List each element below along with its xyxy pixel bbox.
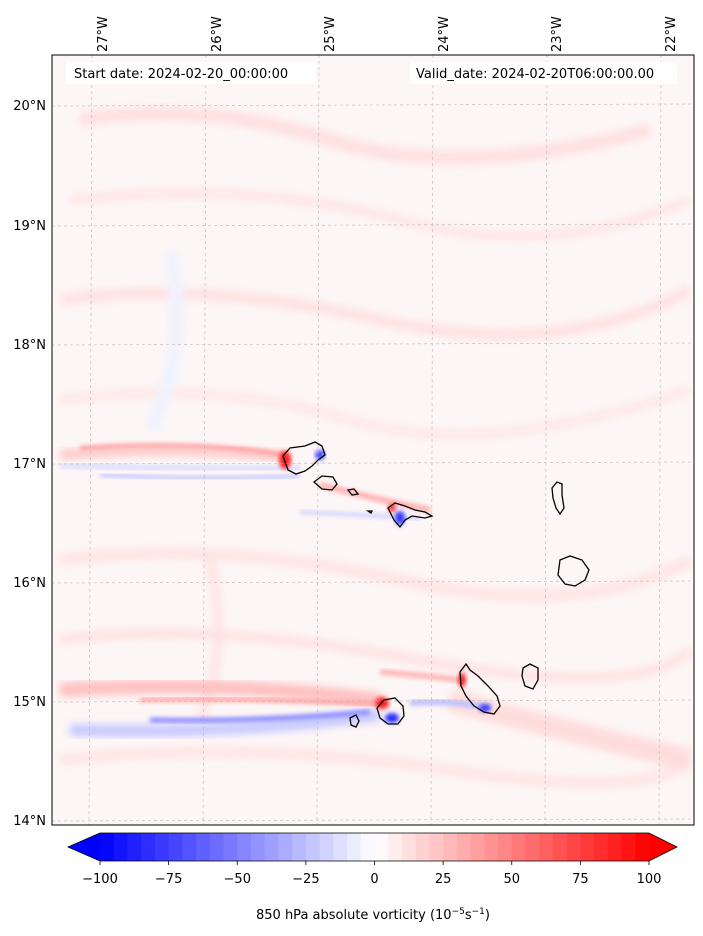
colorbar-bin [237,833,252,861]
colorbar-bin [127,833,142,861]
longitude-labels: 27°W 26°W 25°W 24°W 23°W 22°W [96,16,679,52]
colorbar-bin [292,833,307,861]
start-date-box: Start date: 2024-02-20_00:00:00 [66,62,316,84]
map-frame [51,54,695,826]
colorbar-bin [141,833,156,861]
colorbar-bin [429,833,444,861]
colorbar-bin [484,833,499,861]
coastlines [282,441,590,728]
colorbar-bins [100,833,650,861]
colorbar-bin [374,833,389,861]
colorbar-bin [333,833,348,861]
colorbar-bin [305,833,321,861]
valid-date-label: Valid_date: 2024-02-20T06:00:00.00 [416,67,654,82]
colorbar-ticks: −100 −75 −50 −25 0 25 50 75 100 [82,861,661,887]
lat-label-20n: 20°N [13,99,46,114]
gridlines [52,55,694,825]
valid-date-box: Valid_date: 2024-02-20T06:00:00.00 [410,62,677,84]
colorbar-bin [566,833,581,861]
island-maio [521,663,539,690]
colorbar-bin [168,833,183,861]
colorbar-bin [580,833,595,861]
colorbar-bin [470,833,485,861]
start-date-label: Start date: 2024-02-20_00:00:00 [74,67,288,82]
colorbar-bin [223,833,238,861]
colorbar-bin [250,833,266,861]
colorbar-bin [388,833,403,861]
colorbar-bin [498,833,513,861]
colorbar-bin [154,833,170,861]
island-fogo [376,697,405,725]
vorticity-streaks-south [59,669,491,737]
colorbar-bin [456,833,472,861]
island-sao-vicente [312,475,338,491]
lon-label-25w: 25°W [323,16,338,52]
colorbar-tick-label: 50 [503,872,520,887]
lat-label-19n: 19°N [13,219,46,234]
map-panel [52,55,694,825]
colorbar-bin [196,833,211,861]
island-santa-luzia [346,488,360,496]
colorbar-tick-label: −50 [224,872,251,887]
colorbar-bin [401,833,417,861]
island-santo-antao [282,441,326,475]
lon-label-23w: 23°W [550,16,565,52]
colorbar-bin [607,833,623,861]
colorbar: −100 −75 −50 −25 0 25 50 75 100 850 hPa absolute… [67,832,678,923]
colorbar-bin [182,833,197,861]
colorbar-bin [621,833,636,861]
island-brava [349,714,360,728]
colorbar-bin [264,833,280,861]
colorbar-bin [278,833,293,861]
lat-label-14n: 14°N [13,814,46,829]
lat-label-15n: 15°N [13,695,46,710]
colorbar-bin [552,833,568,861]
lat-label-16n: 16°N [13,576,46,591]
colorbar-bin [443,833,458,861]
latitude-labels: 20°N 19°N 18°N 17°N 16°N 15°N 14°N [13,99,46,829]
colorbar-bin [635,833,650,861]
colorbar-tick-label: −75 [155,872,182,887]
vorticity-streaks-north [59,443,431,525]
lon-label-26w: 26°W [210,16,225,52]
lat-label-18n: 18°N [13,338,46,353]
island-boa-vista [557,555,590,587]
lon-label-27w: 27°W [96,16,111,52]
colorbar-tick-label: 75 [572,872,589,887]
colorbar-tick-label: −100 [82,872,118,887]
colorbar-bin [319,833,334,861]
colorbar-tick-label: 0 [370,872,378,887]
vorticity-field-background [59,106,694,789]
colorbar-bin [209,833,225,861]
colorbar-extend-min [68,833,100,861]
lon-label-22w: 22°W [664,16,679,52]
island-ilheu [365,510,374,514]
colorbar-bin [113,833,129,861]
colorbar-bin [415,833,430,861]
colorbar-bin [360,833,376,861]
colorbar-tick-label: 25 [435,872,452,887]
lon-label-24w: 24°W [437,16,452,52]
lat-label-17n: 17°N [13,457,46,472]
colorbar-tick-label: −25 [292,872,319,887]
map-background [52,55,694,825]
colorbar-bin [347,833,362,861]
colorbar-bin [511,833,527,861]
colorbar-label: 850 hPa absolute vorticity (10−5s−1) [256,907,490,923]
colorbar-bin [100,833,115,861]
colorbar-bin [525,833,540,861]
island-santiago [459,662,501,715]
colorbar-bin [539,833,554,861]
island-sao-nicolau [387,502,434,529]
colorbar-tick-label: 100 [637,872,662,887]
island-sal [551,481,565,516]
colorbar-extend-max [649,833,677,861]
colorbar-bin [594,833,609,861]
